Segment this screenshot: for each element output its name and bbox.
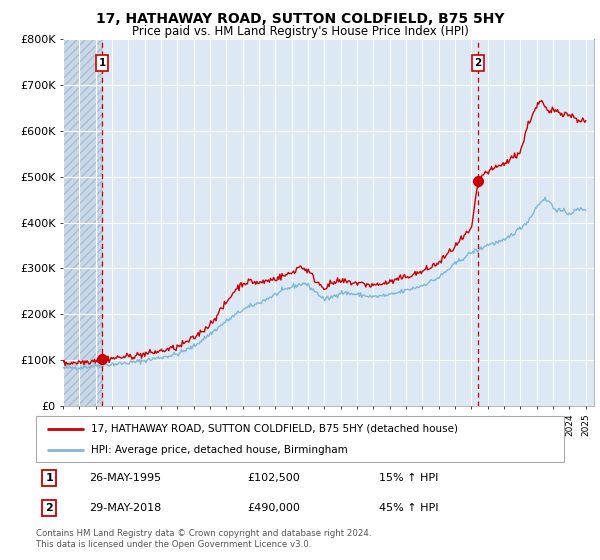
Text: 45% ↑ HPI: 45% ↑ HPI (379, 503, 439, 514)
Text: £490,000: £490,000 (247, 503, 300, 514)
Text: Contains HM Land Registry data © Crown copyright and database right 2024.
This d: Contains HM Land Registry data © Crown c… (36, 529, 371, 549)
Text: HPI: Average price, detached house, Birmingham: HPI: Average price, detached house, Birm… (91, 445, 348, 455)
Text: £102,500: £102,500 (247, 473, 300, 483)
FancyBboxPatch shape (36, 416, 564, 462)
Text: 2: 2 (475, 58, 482, 68)
Bar (63, 39, 102, 406)
Text: 17, HATHAWAY ROAD, SUTTON COLDFIELD, B75 5HY: 17, HATHAWAY ROAD, SUTTON COLDFIELD, B75… (96, 12, 504, 26)
Text: 26-MAY-1995: 26-MAY-1995 (89, 473, 161, 483)
Text: 17, HATHAWAY ROAD, SUTTON COLDFIELD, B75 5HY (detached house): 17, HATHAWAY ROAD, SUTTON COLDFIELD, B75… (91, 424, 458, 434)
Text: 29-MAY-2018: 29-MAY-2018 (89, 503, 161, 514)
Bar (63, 39, 102, 406)
Text: 1: 1 (98, 58, 106, 68)
Text: 1: 1 (46, 473, 53, 483)
Text: Price paid vs. HM Land Registry's House Price Index (HPI): Price paid vs. HM Land Registry's House … (131, 25, 469, 38)
Text: 2: 2 (46, 503, 53, 514)
Text: 15% ↑ HPI: 15% ↑ HPI (379, 473, 439, 483)
